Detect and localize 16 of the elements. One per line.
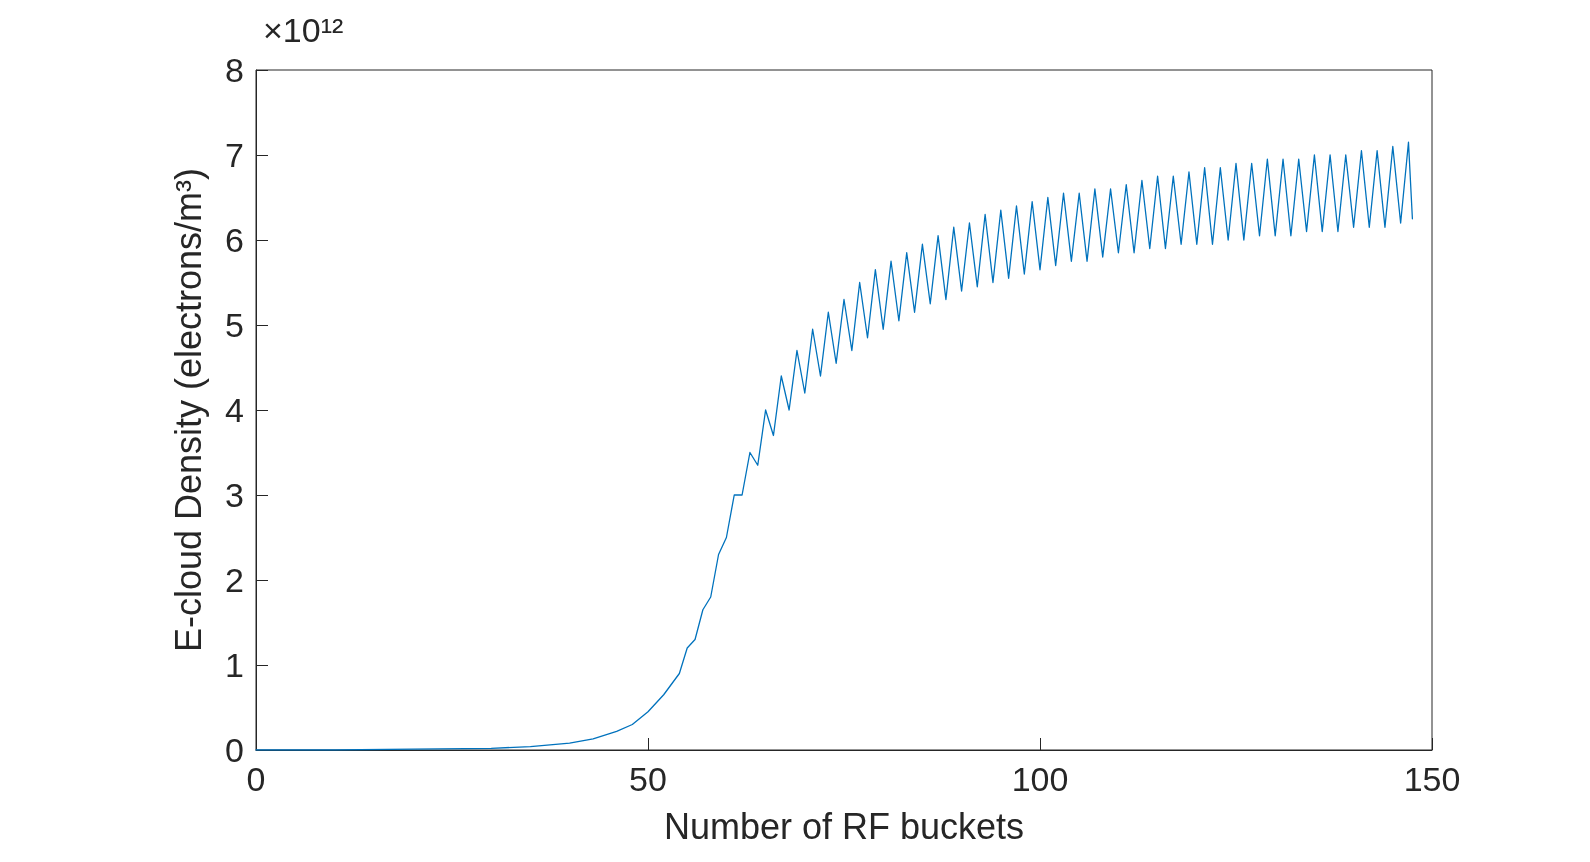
- y-axis-title: E-cloud Density (electrons/m³): [167, 167, 209, 653]
- x-axis-title: Number of RF buckets: [663, 805, 1025, 847]
- line-series: [255, 141, 1414, 751]
- y-tick-label: 3: [225, 476, 244, 514]
- y-tick-label: 6: [225, 221, 244, 259]
- y-tick-label: 1: [225, 646, 244, 684]
- x-tick-label: 150: [1403, 760, 1461, 798]
- y-tick-label: 0: [225, 731, 244, 769]
- y-tick-label: 4: [225, 391, 244, 429]
- x-tick-label: 100: [1011, 760, 1069, 798]
- x-tick-label: 50: [629, 760, 667, 798]
- text: ×10¹²: [263, 11, 344, 49]
- y-tick-label: 8: [225, 51, 244, 89]
- y-tick-label: 2: [225, 561, 244, 599]
- y-tick-label: 5: [225, 306, 244, 344]
- y-tick-label: 7: [225, 136, 244, 174]
